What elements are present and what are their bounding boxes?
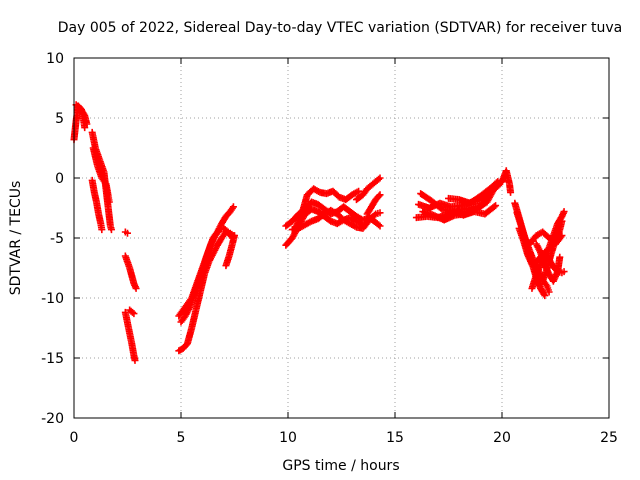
data-point	[359, 221, 367, 229]
data-point	[560, 268, 568, 276]
data-point	[101, 179, 109, 186]
grid	[74, 58, 609, 418]
x-tick-label: 10	[279, 430, 297, 446]
x-tick-label: 0	[70, 430, 79, 446]
data-point	[128, 308, 136, 316]
data-point	[131, 356, 139, 364]
data-point	[124, 229, 131, 237]
data-points	[70, 101, 568, 364]
data-point	[107, 226, 115, 234]
data-point	[355, 187, 363, 195]
x-axis-label: GPS time / hours	[282, 458, 399, 474]
data-point	[130, 310, 138, 318]
plot-frame	[73, 57, 610, 419]
data-point	[375, 221, 383, 229]
data-point	[490, 203, 498, 211]
data-point	[105, 198, 113, 206]
y-tick-label: -5	[50, 231, 64, 247]
x-tick-label: 20	[493, 430, 511, 446]
data-point	[507, 188, 515, 196]
data-point	[98, 226, 106, 234]
y-tick-label: 10	[46, 51, 64, 67]
data-point	[81, 124, 89, 132]
data-point	[229, 203, 237, 211]
data-point	[376, 209, 384, 217]
data-point	[376, 174, 384, 182]
data-point	[545, 288, 553, 296]
y-tick-label: 5	[55, 111, 64, 127]
data-point	[83, 120, 91, 128]
y-tick-label: 0	[55, 171, 64, 187]
y-tick-label: -15	[41, 351, 64, 367]
data-point	[541, 292, 549, 300]
x-tick-label: 15	[386, 430, 404, 446]
data-point	[492, 202, 500, 210]
y-tick-label: -10	[41, 291, 64, 307]
x-tick-label: 25	[600, 430, 618, 446]
data-point	[375, 192, 383, 200]
data-point	[231, 232, 238, 240]
data-point	[540, 290, 548, 298]
data-point	[375, 175, 383, 183]
chart-title: Day 005 of 2022, Sidereal Day-to-day VTE…	[58, 20, 622, 36]
data-point	[556, 253, 564, 261]
data-point	[376, 222, 384, 230]
data-point	[376, 191, 384, 199]
data-point	[492, 179, 500, 187]
data-point	[560, 208, 568, 216]
ticks: 0 5 10 15 20 25 -20 -15 -10 -5 0 5 10	[41, 51, 618, 446]
data-point	[132, 284, 140, 292]
y-tick-label: -20	[41, 411, 64, 427]
x-tick-label: 5	[177, 430, 186, 446]
y-axis-label: SDTVAR / TECUs	[8, 181, 24, 296]
data-point	[558, 217, 566, 225]
